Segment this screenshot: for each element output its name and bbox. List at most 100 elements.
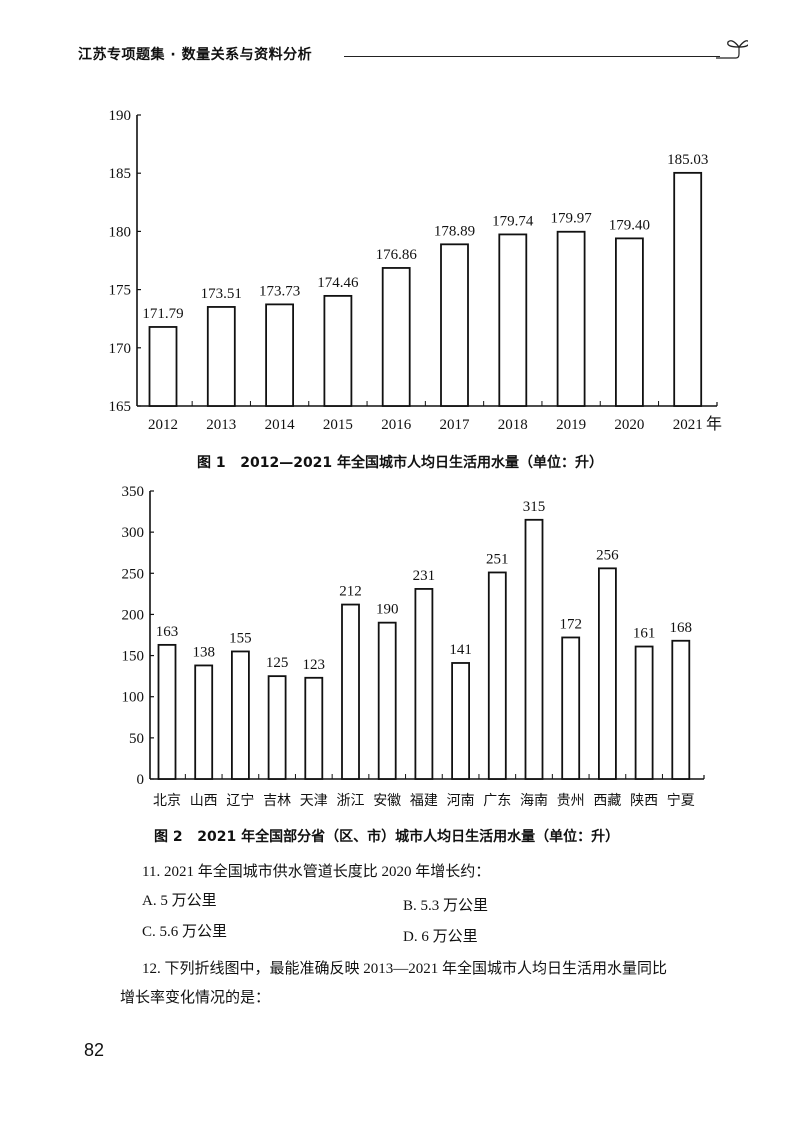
y-tick-label: 190 xyxy=(109,108,132,124)
bar xyxy=(265,303,295,407)
y-tick-label: 200 xyxy=(122,607,145,623)
bar xyxy=(304,676,324,780)
bar-value-label: 173.73 xyxy=(259,283,300,299)
bar xyxy=(615,237,644,407)
book-title: 江苏专项题集 · 数量关系与资料分析 xyxy=(78,47,313,63)
bar-value-label: 256 xyxy=(596,547,619,563)
bar xyxy=(498,233,528,407)
bar-value-label: 173.51 xyxy=(201,286,242,302)
bar xyxy=(194,664,214,780)
x-category-label: 2018 xyxy=(498,417,528,433)
running-header: 江苏专项题集 · 数量关系与资料分析 xyxy=(78,38,758,68)
bar xyxy=(414,588,434,780)
bar xyxy=(673,171,703,407)
bar xyxy=(341,603,360,780)
x-category-label: 宁夏 xyxy=(667,792,695,809)
bar xyxy=(206,306,236,407)
x-category-label: 辽宁 xyxy=(226,792,254,809)
x-category-label: 河南 xyxy=(447,793,475,809)
question-11-option-d[interactable]: D. 6 万公里 xyxy=(403,929,478,945)
bar-value-label: 251 xyxy=(486,551,509,567)
question-12-stem-line1: 12. 下列折线图中，最能准确反映 2013—2021 年全国城市人均日生活用水… xyxy=(142,961,668,977)
x-category-label: 2016 xyxy=(381,417,412,433)
bar xyxy=(598,567,617,780)
question-11-option-c[interactable]: C. 5.6 万公里 xyxy=(142,924,228,940)
bar xyxy=(634,645,654,780)
bar xyxy=(148,326,178,407)
bar-value-label: 185.03 xyxy=(667,152,708,168)
x-category-label: 2017 xyxy=(440,417,471,433)
x-axis-unit: 年 xyxy=(706,415,722,433)
bar-value-label: 212 xyxy=(339,584,362,600)
page-number: 82 xyxy=(84,1040,105,1060)
x-category-label: 2019 xyxy=(556,417,586,433)
bar-chart-province-water-use: 0 50 100 150 200 250 300 350 163 北京 138 山西 155 辽宁 125 吉… xyxy=(122,484,705,809)
bar-value-label: 168 xyxy=(670,620,693,636)
x-category-label: 2020 xyxy=(614,417,644,433)
x-category-label: 2013 xyxy=(206,417,236,433)
bar xyxy=(323,294,353,407)
bar-value-label: 161 xyxy=(633,626,656,642)
y-tick-label: 185 xyxy=(109,166,132,182)
x-category-label: 贵州 xyxy=(557,793,585,809)
bar-value-label: 172 xyxy=(559,616,582,632)
bar xyxy=(671,639,691,780)
bar xyxy=(267,675,287,780)
y-tick-label: 300 xyxy=(122,525,145,541)
y-tick-label: 170 xyxy=(109,341,132,357)
bar xyxy=(561,636,581,780)
x-category-label: 浙江 xyxy=(337,793,365,809)
x-category-label: 2012 xyxy=(148,417,178,433)
bar-value-label: 231 xyxy=(413,568,436,584)
x-category-label: 海南 xyxy=(520,793,548,809)
header-rule xyxy=(344,56,720,57)
question-11-stem: 11. 2021 年全国城市供水管道长度比 2020 年增长约： xyxy=(142,864,491,880)
y-tick-label: 175 xyxy=(109,283,132,299)
bar-value-label: 123 xyxy=(303,657,326,673)
bar-value-label: 141 xyxy=(449,642,472,658)
x-category-label: 2015 xyxy=(323,417,353,433)
question-11-option-b[interactable]: B. 5.3 万公里 xyxy=(403,898,489,914)
bar-chart-annual-water-use: 165 170 175 180 185 190 171.79 2012 173.51 2013 17… xyxy=(109,108,723,433)
bar-value-label: 171.79 xyxy=(142,306,183,322)
question-11-option-a[interactable]: A. 5 万公里 xyxy=(142,893,217,909)
bar-value-label: 179.40 xyxy=(609,217,650,233)
question-12-stem-line2: 增长率变化情况的是： xyxy=(120,990,271,1006)
y-tick-label: 50 xyxy=(129,731,144,747)
bar xyxy=(440,243,469,407)
x-category-label: 天津 xyxy=(300,793,328,809)
x-category-label: 安徽 xyxy=(373,793,401,809)
y-tick-label: 180 xyxy=(109,224,132,240)
x-category-label: 陕西 xyxy=(630,793,658,809)
bar-value-label: 315 xyxy=(523,499,546,515)
bar xyxy=(230,650,250,780)
bar xyxy=(524,518,544,780)
bar xyxy=(157,643,177,780)
bar xyxy=(487,571,507,780)
bar-value-label: 179.74 xyxy=(492,213,534,229)
figure2-caption: 图 2 2021 年全国部分省（区、市）城市人均日生活用水量（单位：升） xyxy=(154,829,620,845)
x-category-label: 2014 xyxy=(265,417,296,433)
bar xyxy=(381,267,411,407)
x-category-label: 2021 xyxy=(673,417,703,433)
bar-value-label: 174.46 xyxy=(317,275,359,291)
bar-value-label: 125 xyxy=(266,655,289,671)
x-category-label: 福建 xyxy=(410,793,438,809)
x-category-label: 北京 xyxy=(153,793,181,809)
sprout-leaf-icon xyxy=(716,40,748,59)
y-tick-label: 165 xyxy=(109,399,132,415)
bar xyxy=(556,230,586,407)
bar xyxy=(377,621,397,780)
bar-value-label: 179.97 xyxy=(550,211,592,227)
figure1-caption: 图 1 2012—2021 年全国城市人均日生活用水量（单位：升） xyxy=(197,455,604,471)
bar-value-label: 155 xyxy=(229,630,252,646)
x-category-label: 广东 xyxy=(483,793,511,809)
y-tick-label: 0 xyxy=(137,772,145,788)
y-tick-label: 100 xyxy=(122,690,145,706)
x-category-label: 吉林 xyxy=(263,793,291,809)
y-tick-label: 250 xyxy=(122,566,145,582)
bar-value-label: 178.89 xyxy=(434,223,475,239)
x-category-label: 山西 xyxy=(190,793,218,809)
bar-value-label: 176.86 xyxy=(376,247,418,263)
bar-value-label: 138 xyxy=(192,644,215,660)
